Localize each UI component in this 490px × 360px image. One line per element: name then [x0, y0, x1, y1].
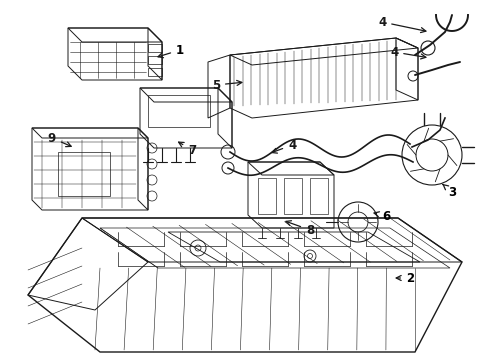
Text: 5: 5 — [212, 78, 242, 91]
Text: 6: 6 — [374, 210, 390, 222]
Text: 8: 8 — [286, 221, 314, 237]
Text: 3: 3 — [443, 184, 456, 198]
Bar — [148, 56, 162, 64]
Bar — [148, 44, 162, 52]
Text: 9: 9 — [48, 131, 71, 147]
Text: 1: 1 — [158, 44, 184, 58]
Text: 2: 2 — [396, 271, 414, 284]
Text: 7: 7 — [178, 142, 196, 157]
Bar — [284, 178, 302, 214]
Bar — [148, 95, 210, 127]
Text: 4: 4 — [390, 45, 426, 59]
Bar — [310, 178, 328, 214]
Bar — [148, 68, 162, 76]
Bar — [258, 178, 276, 214]
Bar — [58, 152, 110, 196]
Text: 4: 4 — [272, 139, 296, 153]
Text: 4: 4 — [378, 15, 426, 32]
